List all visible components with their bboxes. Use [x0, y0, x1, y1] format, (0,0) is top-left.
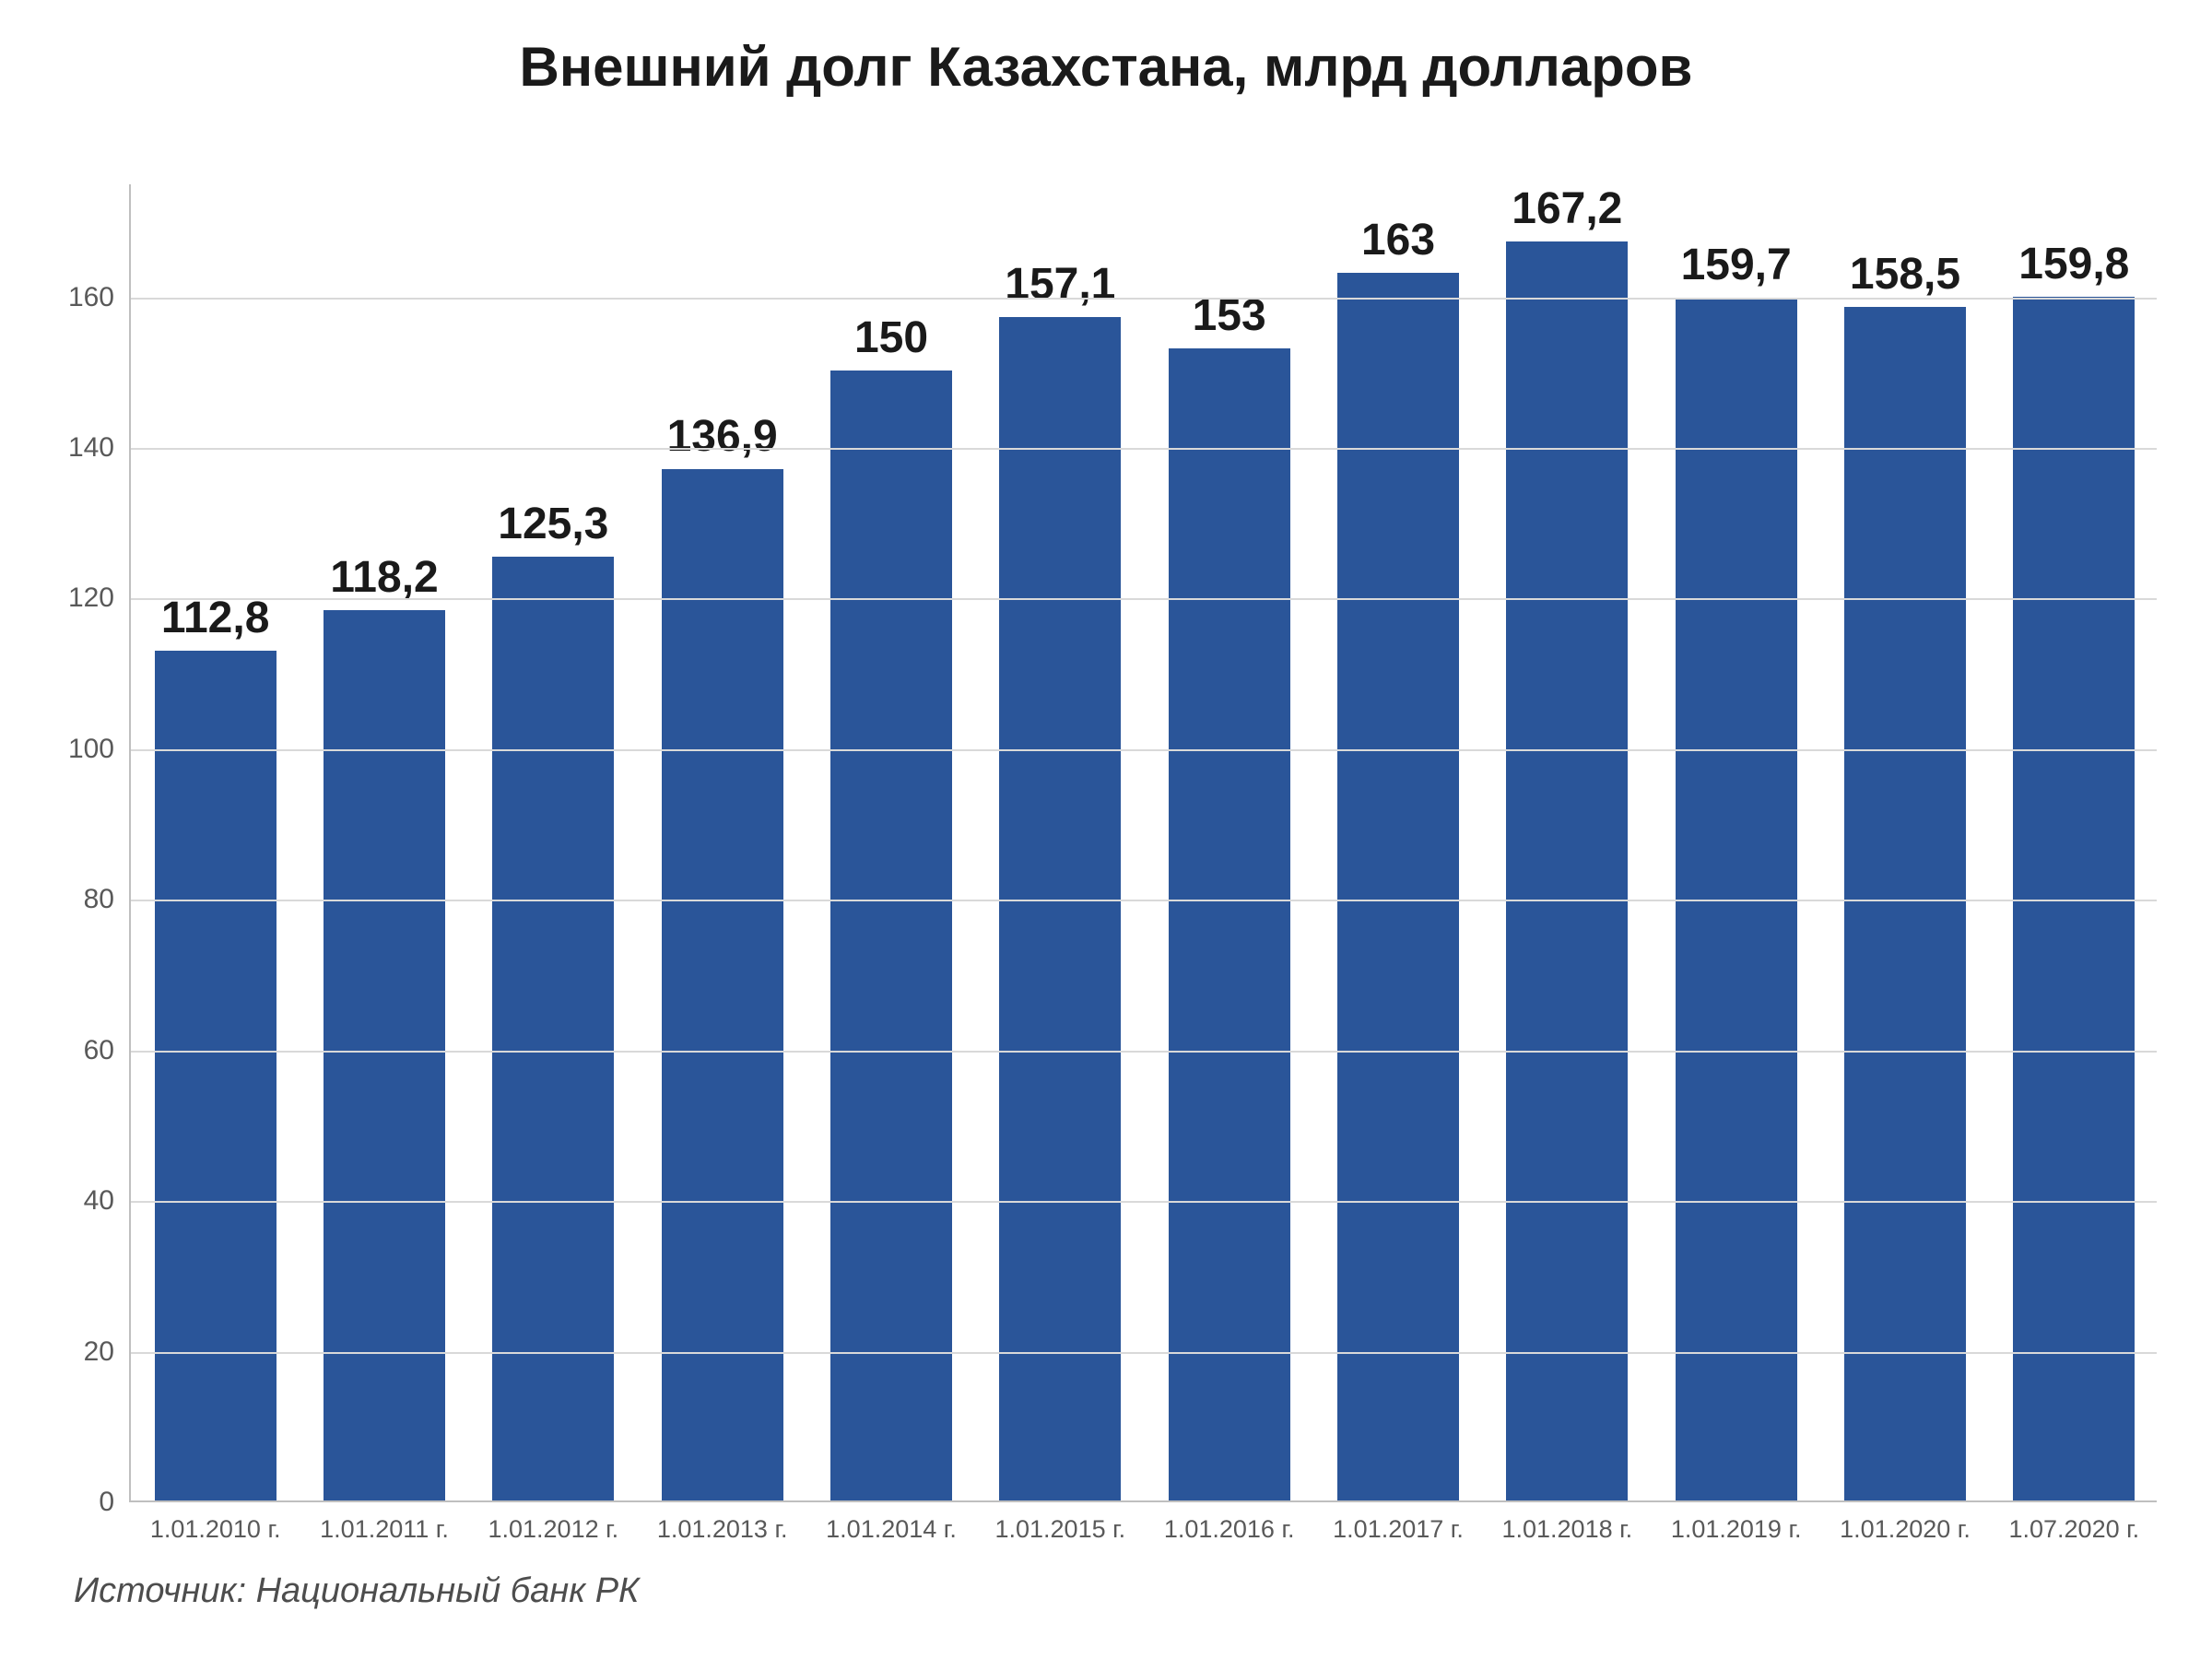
bar: 153	[1169, 348, 1290, 1500]
gridline	[131, 298, 2157, 300]
bar: 163	[1337, 273, 1459, 1500]
bar-value-label: 157,1	[1005, 259, 1115, 317]
bar: 159,8	[2013, 297, 2135, 1500]
bar: 157,1	[999, 317, 1121, 1500]
gridline	[131, 749, 2157, 751]
y-tick-label: 20	[84, 1336, 131, 1368]
x-tick-label: 1.07.2020 г.	[2008, 1500, 2139, 1544]
bar-value-label: 125,3	[498, 499, 608, 557]
chart-container: Внешний долг Казахстана, млрд долларов 1…	[0, 0, 2212, 1659]
x-tick-label: 1.01.2019 г.	[1671, 1500, 1802, 1544]
bar-slot: 150	[806, 184, 975, 1500]
gridline	[131, 598, 2157, 600]
y-tick-label: 40	[84, 1185, 131, 1217]
x-tick-label: 1.01.2010 г.	[150, 1500, 281, 1544]
bar-value-label: 118,2	[330, 552, 438, 610]
bar-slot: 159,8	[1990, 184, 2159, 1500]
bar: 136,9	[662, 469, 783, 1500]
y-tick-label: 0	[99, 1487, 131, 1518]
bar-value-label: 136,9	[667, 411, 778, 469]
bar-slot: 112,8	[131, 184, 300, 1500]
bar-slot: 118,2	[300, 184, 468, 1500]
gridline	[131, 1201, 2157, 1203]
bar-value-label: 112,8	[161, 593, 269, 651]
bar: 125,3	[492, 557, 614, 1500]
bar-slot: 136,9	[638, 184, 806, 1500]
gridline	[131, 1352, 2157, 1354]
bar: 150	[830, 371, 952, 1500]
y-tick-label: 160	[68, 282, 131, 313]
bar-value-label: 159,7	[1681, 240, 1792, 298]
bar-slot: 167,2	[1483, 184, 1652, 1500]
x-tick-label: 1.01.2015 г.	[994, 1500, 1125, 1544]
x-tick-label: 1.01.2013 г.	[657, 1500, 788, 1544]
y-tick-label: 60	[84, 1035, 131, 1066]
plot-area: 112,8118,2125,3136,9150157,1153163167,21…	[129, 184, 2157, 1502]
bar-slot: 153	[1145, 184, 1313, 1500]
bars-layer: 112,8118,2125,3136,9150157,1153163167,21…	[131, 184, 2157, 1500]
bar-value-label: 163	[1361, 215, 1435, 273]
bar-value-label: 159,8	[2018, 239, 2129, 297]
bar-slot: 157,1	[976, 184, 1145, 1500]
bar-value-label: 167,2	[1512, 183, 1622, 241]
bar: 158,5	[1844, 307, 1966, 1500]
bar: 167,2	[1506, 241, 1628, 1500]
bar-value-label: 150	[854, 312, 928, 371]
x-tick-label: 1.01.2018 г.	[1501, 1500, 1632, 1544]
x-tick-label: 1.01.2016 г.	[1164, 1500, 1295, 1544]
y-tick-label: 140	[68, 432, 131, 464]
x-tick-label: 1.01.2017 г.	[1333, 1500, 1464, 1544]
bar-slot: 125,3	[469, 184, 638, 1500]
bar: 118,2	[324, 610, 445, 1500]
y-tick-label: 100	[68, 734, 131, 765]
gridline	[131, 448, 2157, 450]
source-text: Источник: Национальный банк РК	[74, 1571, 639, 1611]
bar-slot: 159,7	[1652, 184, 1820, 1500]
x-tick-label: 1.01.2011 г.	[320, 1500, 449, 1544]
chart-title: Внешний долг Казахстана, млрд долларов	[0, 35, 2212, 99]
bar-slot: 163	[1313, 184, 1482, 1500]
y-tick-label: 80	[84, 884, 131, 915]
bar: 112,8	[155, 651, 276, 1500]
gridline	[131, 900, 2157, 901]
x-tick-label: 1.01.2020 г.	[1840, 1500, 1971, 1544]
x-tick-label: 1.01.2012 г.	[488, 1500, 618, 1544]
y-tick-label: 120	[68, 582, 131, 614]
bar-slot: 158,5	[1820, 184, 1989, 1500]
gridline	[131, 1051, 2157, 1053]
x-tick-label: 1.01.2014 г.	[826, 1500, 957, 1544]
